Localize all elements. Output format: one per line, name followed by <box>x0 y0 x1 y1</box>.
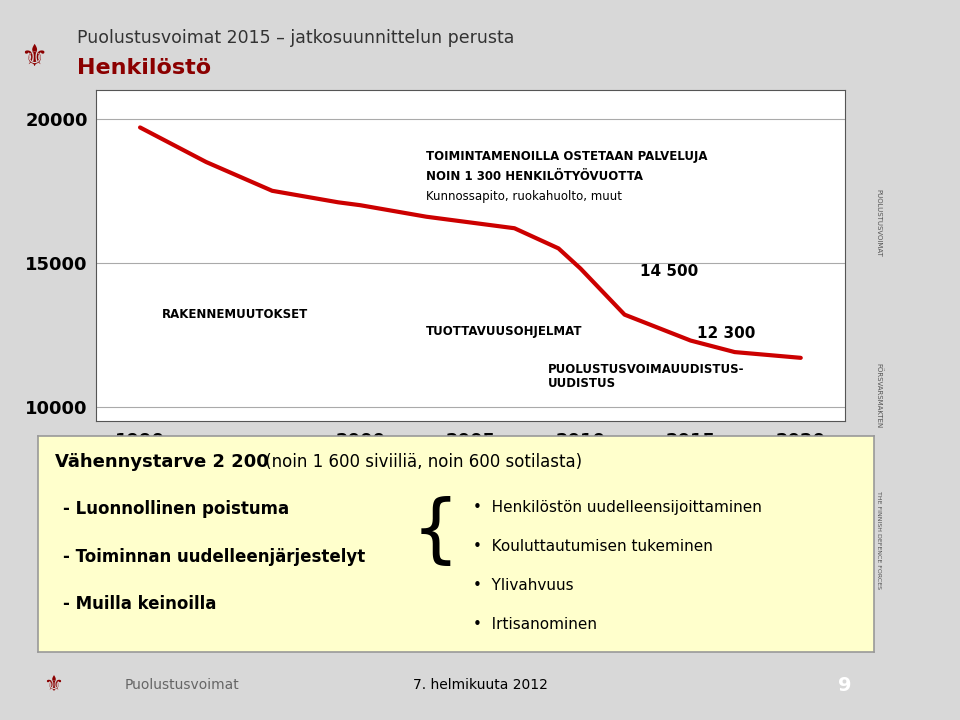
Text: (noin 1 600 siviiliä, noin 600 sotilasta): (noin 1 600 siviiliä, noin 600 sotilasta… <box>260 453 582 471</box>
Text: •  Irtisanominen: • Irtisanominen <box>472 617 597 632</box>
Text: TUOTTAVUUSOHJELMAT: TUOTTAVUUSOHJELMAT <box>426 325 583 338</box>
Text: Puolustusvoimat 2015 – jatkosuunnittelun perusta: Puolustusvoimat 2015 – jatkosuunnittelun… <box>77 29 515 47</box>
Text: {: { <box>411 496 459 569</box>
Text: ⚜: ⚜ <box>43 675 62 696</box>
Text: - Toiminnan uudelleenjärjestelyt: - Toiminnan uudelleenjärjestelyt <box>63 548 366 566</box>
Text: THE FINNISH DEFENCE FORCES: THE FINNISH DEFENCE FORCES <box>876 491 881 589</box>
Text: PUOLUSTUSVOIMAUUDISTUS-: PUOLUSTUSVOIMAUUDISTUS- <box>547 363 744 376</box>
Text: ⚜: ⚜ <box>20 43 47 72</box>
Text: 9: 9 <box>838 676 852 695</box>
Text: Puolustusvoimat: Puolustusvoimat <box>125 678 240 693</box>
Text: Vähennystarve 2 200: Vähennystarve 2 200 <box>55 453 269 471</box>
Text: •  Henkilöstön uudelleensijoittaminen: • Henkilöstön uudelleensijoittaminen <box>472 500 761 516</box>
Text: - Muilla keinoilla: - Muilla keinoilla <box>63 595 217 613</box>
Text: Kunnossapito, ruokahuolto, muut: Kunnossapito, ruokahuolto, muut <box>426 190 622 203</box>
Text: FÖRSVARSMAKTEN: FÖRSVARSMAKTEN <box>875 364 882 428</box>
Text: NOIN 1 300 HENKILÖTYÖVUOTTA: NOIN 1 300 HENKILÖTYÖVUOTTA <box>426 170 643 183</box>
Text: PUOLUSTUSVOIMAT: PUOLUSTUSVOIMAT <box>876 189 881 257</box>
Text: •  Ylivahvuus: • Ylivahvuus <box>472 578 573 593</box>
Text: •  Kouluttautumisen tukeminen: • Kouluttautumisen tukeminen <box>472 539 712 554</box>
Text: 12 300: 12 300 <box>697 326 756 341</box>
Text: Henkilöstö: Henkilöstö <box>77 58 211 78</box>
Text: RAKENNEMUUTOKSET: RAKENNEMUUTOKSET <box>162 308 308 321</box>
Text: 7. helmikuuta 2012: 7. helmikuuta 2012 <box>413 678 547 693</box>
Text: 14 500: 14 500 <box>640 264 698 279</box>
Text: UUDISTUS: UUDISTUS <box>547 377 615 390</box>
Text: - Luonnollinen poistuma: - Luonnollinen poistuma <box>63 500 290 518</box>
Text: TOIMINTAMENOILLA OSTETAAN PALVELUJA: TOIMINTAMENOILLA OSTETAAN PALVELUJA <box>426 150 708 163</box>
